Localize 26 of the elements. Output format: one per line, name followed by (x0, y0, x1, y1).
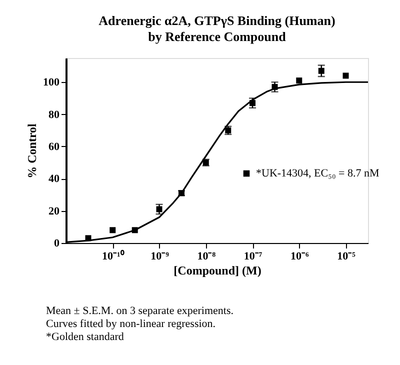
legend-label: *UK-14304, EC₅₀ = 8.7 nM (256, 168, 380, 180)
text: Curves fitted by non-linear regression. (46, 318, 216, 330)
x-tick-label: 10⁻⁹ (150, 250, 170, 262)
text: *Golden standard (46, 331, 124, 343)
point (225, 127, 232, 134)
point (156, 206, 162, 212)
y-tick-label: 100 (43, 76, 60, 89)
x-tick-label: 10⁻⁸ (197, 250, 216, 262)
x-tick-label: 10⁻⁶ (290, 250, 310, 262)
x-tick-label: 10⁻⁷ (244, 250, 263, 262)
x-axis-title: [Compound] (M) (174, 264, 262, 278)
chart-title: Adrenergic α2A, GTPγS Binding (Human) (98, 13, 336, 28)
x-tick-label: 10⁻⁵ (337, 250, 356, 262)
y-tick-label: 60 (48, 140, 60, 153)
point (110, 227, 116, 234)
chart-subtitle: by Reference Compound (148, 29, 287, 44)
point (318, 68, 324, 74)
y-tick-label: 0 (54, 238, 60, 250)
point (342, 72, 349, 79)
y-tick-label: 80 (48, 108, 60, 121)
text: Mean ± S.E.M. on 3 separate experiments. (46, 305, 234, 317)
y-axis-title: % Control (25, 122, 39, 178)
x-tick-label: 10⁻¹⁰ (102, 250, 124, 262)
y-tick-label: 40 (48, 173, 60, 186)
y-tick-label: 20 (48, 205, 60, 218)
point (296, 78, 302, 84)
